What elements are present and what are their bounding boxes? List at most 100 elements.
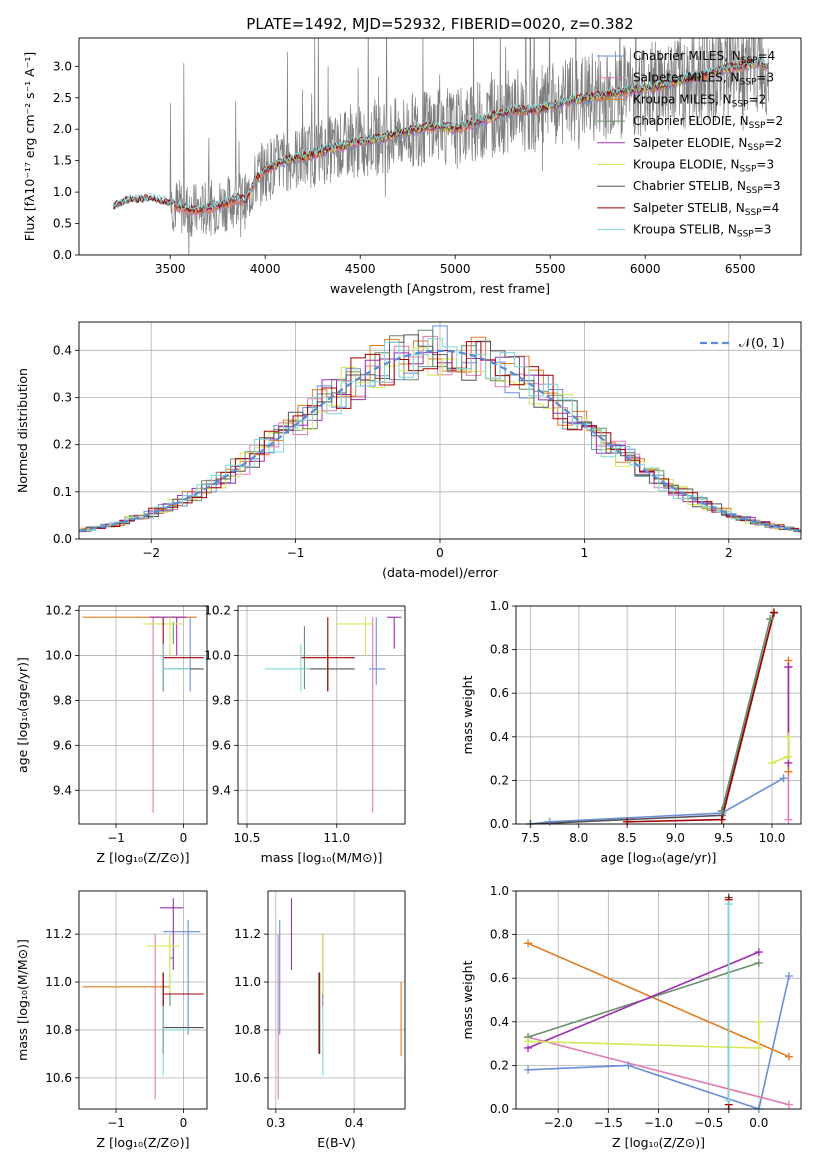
axes-frame [78,321,802,540]
y-axis-label: Normed distribution [15,368,30,493]
x-axis-label: E(B-V) [317,1135,356,1150]
x-tick-label: −1 [107,1116,125,1130]
age-vs-mass-panel: 10.5 11.0 9.4 9.6 9.8 10.0 10.2 mass [log₁₀(M/M… [204,603,406,865]
y-tick-label: 10.0 [204,648,231,662]
legend-entry-text: Kroupa STELIB, N [633,223,737,237]
x-tick-label: 10.0 [759,831,786,845]
x-axis-label: wavelength [Angstrom, rest frame] [330,281,550,296]
x-axis-label: mass [log₁₀(M/M⊙)] [261,850,383,865]
x-tick-label: 0 [180,1116,188,1130]
y-tick-label: 0.0 [490,817,509,831]
x-tick-label: 8.5 [618,831,637,845]
y-tick-label: 0.5 [53,217,72,231]
y-tick-label: 9.4 [53,783,72,797]
weight-point-marker [545,817,554,826]
model-spectrum-chabrier-elodie-line [264,59,769,173]
legend-entry-label: Salpeter MILES, NSSP=3 [633,71,774,88]
weight-point-marker [754,958,763,967]
x-tick-label: 9.5 [714,831,733,845]
y-tick-label: 0.2 [490,773,509,787]
weight-point-marker [779,774,788,783]
legend-entry-text: Chabrier MILES, N [633,49,741,63]
plot-area [112,38,770,255]
y-tick-label: 9.6 [212,738,231,752]
legend-entry-value: =2 [765,114,783,128]
x-tick-label: −1 [287,546,305,560]
x-tick-label: 6500 [725,262,756,276]
histogram-salpeter-stelib [79,341,801,533]
weight-point-marker [784,1052,793,1061]
weight-point-marker [754,1017,763,1026]
weight-point-marker [524,1065,533,1074]
x-tick-label: −0.5 [694,1116,723,1130]
x-tick-label: −1 [107,831,125,845]
weight-point-marker [766,615,775,624]
y-tick-label: 0.0 [53,532,72,546]
y-tick-label: 10.6 [45,1071,72,1085]
x-tick-label: 9.0 [666,831,685,845]
legend-entry-label: Kroupa MILES, NSSP=2 [633,92,766,109]
figure-title: PLATE=1492, MJD=52932, FIBERID=0020, z=0… [246,15,633,33]
legend-entry-text: Salpeter STELIB, N [633,201,745,215]
y-tick-label: 0.1 [53,485,72,499]
legend-entry-value: =3 [756,71,774,85]
weight-point-marker [724,900,733,909]
weight-point-marker [784,767,793,776]
y-axis-label: mass weight [460,675,475,754]
legend-entry-subscript: SSP [740,78,757,88]
legend-entry-subscript: SSP [741,56,758,66]
axes-frame [267,890,406,1110]
legend-entry-label: Kroupa STELIB, NSSP=3 [633,223,771,240]
legend-entry-value: =2 [749,92,767,106]
x-tick-label: 4000 [250,262,281,276]
y-tick-label: 1.0 [490,599,509,613]
weight-series-line [527,942,790,1058]
legend-entry-label: 𝒩(0, 1) [739,335,785,350]
y-axis-label: age [log₁₀(age/yr)] [15,657,30,773]
weight-series-line [771,736,790,764]
y-tick-label: 2.0 [53,122,72,136]
x-tick-label: 8.0 [569,831,588,845]
weight-point-marker [624,1061,633,1070]
weight-point-marker [754,1043,763,1052]
x-tick-label: 6000 [630,262,661,276]
plot-area [527,897,790,1109]
plot-area [277,898,402,1100]
legend-entry-label: Chabrier STELIB, NSSP=3 [633,179,781,196]
y-tick-label: 11.2 [45,927,72,941]
weight-point-marker [524,939,533,948]
x-axis-label: (data-model)/error [382,565,499,580]
weight-vs-metallicity-panel: −2.0 −1.5 −1.0 −0.5 0.0 0.0 0.2 0.4 0.6 0.8 1.0 Z [… [460,884,802,1150]
weight-point-marker [717,815,726,824]
legend-entry-text: Salpeter MILES, N [633,71,740,85]
weight-series-line [527,1036,790,1106]
y-axis-label: Flux [fλ10⁻¹⁷ erg cm⁻² s⁻¹ A⁻¹] [22,52,37,241]
x-tick-label: 5000 [440,262,471,276]
mass-vs-metallicity-panel: −1 0 10.6 10.8 11.0 11.2 Z [log₁₀(Z/Z⊙)] mass [… [15,890,208,1150]
legend-entry-subscript: SSP [745,208,762,218]
y-tick-label: 9.4 [212,783,231,797]
x-tick-label: 3500 [155,262,186,276]
plot-area [79,325,801,533]
legend-entry-label: Chabrier ELODIE, NSSP=2 [633,114,783,131]
legend-entry-label: Chabrier MILES, NSSP=4 [633,49,775,66]
y-tick-label: 9.8 [212,693,231,707]
y-tick-label: 0.3 [53,390,72,404]
y-tick-label: 2.5 [53,91,72,105]
residual-histogram-panel: −2 −1 0 1 2 0.0 0.1 0.2 0.3 0.4 (data-model)/error… [15,321,802,580]
legend-entry-label: Salpeter STELIB, NSSP=4 [633,201,779,218]
y-tick-label: 0.8 [490,643,509,657]
x-tick-label: 10.5 [234,831,261,845]
y-tick-label: 0.8 [490,928,509,942]
y-tick-label: 0.4 [490,730,509,744]
weight-point-marker [769,608,778,617]
axes-frame [78,890,208,1110]
axes-frame [515,605,802,825]
histogram-salpeter-elodie [79,352,801,531]
legend-entry-text: Chabrier ELODIE, N [633,114,749,128]
legend-entry-label: Salpeter ELODIE, NSSP=2 [633,136,782,153]
weight-point-marker [768,758,777,767]
y-tick-label: 0.6 [490,971,509,985]
